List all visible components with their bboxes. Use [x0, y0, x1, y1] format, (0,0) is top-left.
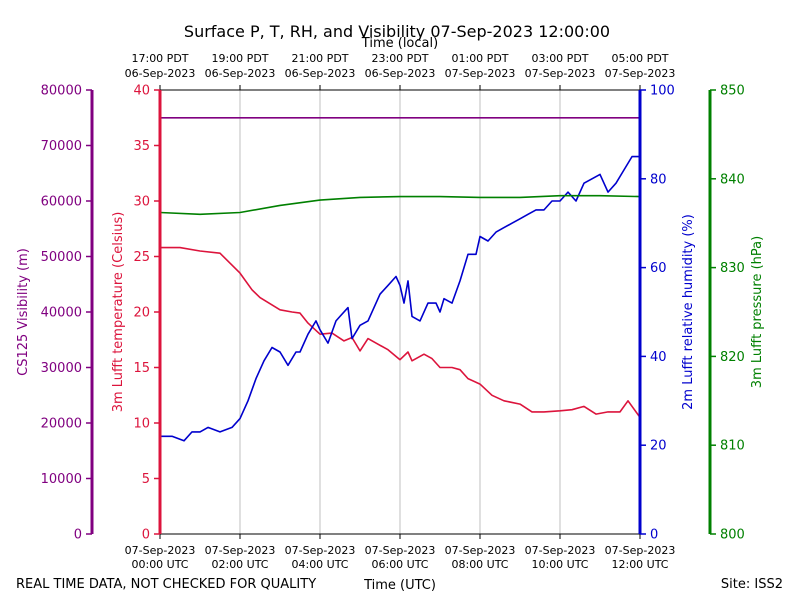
x-tick-label-time: 12:00 UTC: [611, 558, 668, 571]
x-tick-label-time: 02:00 UTC: [211, 558, 268, 571]
y-tick-label-vis: 50000: [41, 250, 82, 265]
y-tick-label-vis: 40000: [41, 306, 82, 321]
y-axis-label-pres: 3m Lufft pressure (hPa): [750, 236, 765, 388]
y-tick-label-vis: 20000: [41, 417, 82, 432]
y-tick-label-rh: 20: [650, 439, 667, 454]
x-top-tick-label-time: 05:00 PDT: [611, 52, 668, 65]
x-top-tick-label-time: 23:00 PDT: [371, 52, 428, 65]
y-tick-label-pres: 840: [720, 172, 745, 187]
y-tick-label-rh: 60: [650, 261, 667, 276]
x-top-tick-label-date: 06-Sep-2023: [285, 67, 356, 80]
y-tick-label-pres: 850: [720, 84, 745, 99]
site-label: Site: ISS2: [721, 577, 783, 592]
x-top-tick-label-date: 06-Sep-2023: [365, 67, 436, 80]
x-top-tick-label-time: 17:00 PDT: [131, 52, 188, 65]
y-tick-label-temp: 30: [133, 195, 150, 210]
x-tick-label-date: 07-Sep-2023: [445, 544, 516, 557]
x-tick-label-date: 07-Sep-2023: [205, 544, 276, 557]
x-top-tick-label-time: 01:00 PDT: [451, 52, 508, 65]
x-tick-label-time: 00:00 UTC: [131, 558, 188, 571]
y-tick-label-pres: 800: [720, 528, 745, 543]
x-tick-label-date: 07-Sep-2023: [525, 544, 596, 557]
series-line-pres: [159, 194, 641, 216]
x-tick-label-date: 07-Sep-2023: [285, 544, 356, 557]
x-tick-label-date: 07-Sep-2023: [125, 544, 196, 557]
y-axis-label-vis: CS125 Visibility (m): [16, 248, 31, 376]
x-tick-label-time: 06:00 UTC: [371, 558, 428, 571]
y-tick-label-rh: 100: [650, 84, 675, 99]
x-tick-label-time: 04:00 UTC: [291, 558, 348, 571]
y-tick-label-temp: 15: [133, 361, 150, 376]
y-tick-label-rh: 0: [650, 528, 658, 543]
x-top-tick-label-time: 19:00 PDT: [211, 52, 268, 65]
x-top-tick-label-date: 06-Sep-2023: [125, 67, 196, 80]
y-tick-label-pres: 830: [720, 261, 745, 276]
series-line-rh: [160, 155, 640, 442]
x-tick-label-date: 07-Sep-2023: [365, 544, 436, 557]
y-tick-label-temp: 40: [133, 84, 150, 99]
y-tick-label-temp: 35: [133, 139, 150, 154]
y-tick-label-rh: 40: [650, 350, 667, 365]
x-tick-label-time: 08:00 UTC: [451, 558, 508, 571]
x-tick-label-time: 10:00 UTC: [531, 558, 588, 571]
quality-note: REAL TIME DATA, NOT CHECKED FOR QUALITY: [16, 577, 316, 592]
x-top-tick-label-date: 07-Sep-2023: [525, 67, 596, 80]
x-tick-label-date: 07-Sep-2023: [605, 544, 676, 557]
y-tick-label-vis: 60000: [41, 195, 82, 210]
y-tick-label-pres: 820: [720, 350, 745, 365]
y-tick-label-temp: 20: [133, 306, 150, 321]
y-tick-label-vis: 30000: [41, 361, 82, 376]
series-line-temp: [160, 246, 641, 418]
y-tick-label-vis: 0: [74, 528, 82, 543]
y-tick-label-vis: 70000: [41, 139, 82, 154]
y-tick-label-temp: 5: [142, 472, 150, 487]
x-top-tick-label-date: 07-Sep-2023: [605, 67, 676, 80]
y-tick-label-temp: 25: [133, 250, 150, 265]
y-tick-label-temp: 10: [133, 417, 150, 432]
x-top-tick-label-date: 07-Sep-2023: [445, 67, 516, 80]
x-top-tick-label-time: 03:00 PDT: [531, 52, 588, 65]
y-tick-label-pres: 810: [720, 439, 745, 454]
y-axis-label-rh: 2m Lufft relative humidity (%): [681, 214, 696, 410]
x-top-tick-label-date: 06-Sep-2023: [205, 67, 276, 80]
x-top-tick-label-time: 21:00 PDT: [291, 52, 348, 65]
x-axis-label: Time (UTC): [363, 578, 436, 593]
x-axis-label-top: Time (local): [361, 36, 438, 51]
y-tick-label-vis: 80000: [41, 84, 82, 99]
y-axis-label-temp: 3m Lufft temperature (Celsius): [111, 212, 126, 413]
chart-title: Surface P, T, RH, and Visibility 07-Sep-…: [184, 22, 610, 41]
y-tick-label-rh: 80: [650, 172, 667, 187]
y-tick-label-vis: 10000: [41, 472, 82, 487]
y-tick-label-temp: 0: [142, 528, 150, 543]
